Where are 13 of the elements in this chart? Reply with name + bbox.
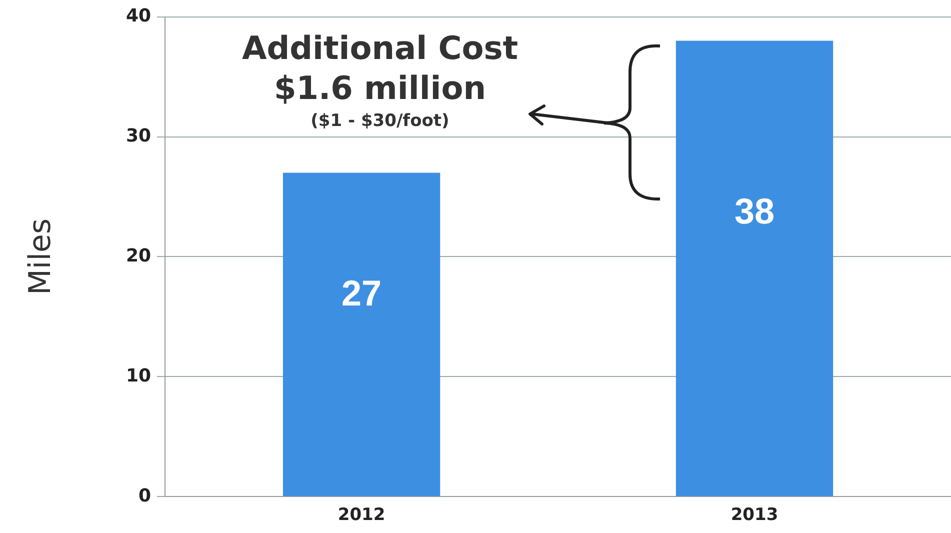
x-tick-label: 2012 [338, 505, 386, 526]
y-tick-label: 40 [126, 5, 152, 26]
annotation: Additional Cost [240, 28, 520, 68]
data-label: 38 [734, 190, 775, 232]
x-tick-label: 2013 [730, 505, 778, 526]
annotation: ($1 - $30/foot) [310, 110, 450, 133]
y-tick-label: 0 [138, 485, 152, 506]
y-tick-label: 10 [126, 365, 152, 386]
y-tick-label: 30 [126, 125, 152, 146]
annotation: $1.6 million [272, 68, 488, 108]
y-axis-title: Miles [22, 218, 58, 296]
data-label: 27 [342, 272, 382, 314]
y-tick-label: 20 [126, 245, 152, 266]
